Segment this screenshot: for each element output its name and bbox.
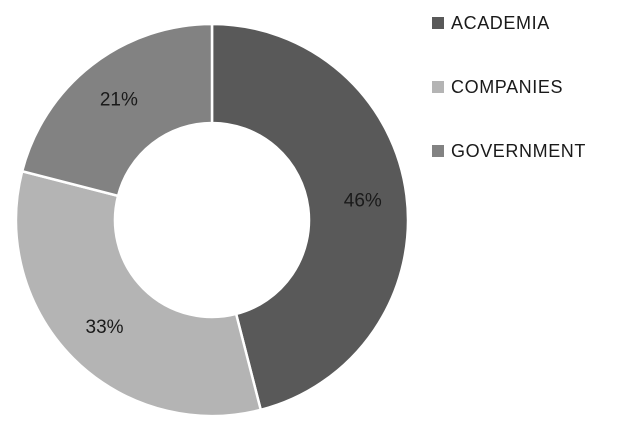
donut-slice-companies — [14, 169, 263, 418]
donut-slice-labels: 46% 33% 21% — [86, 89, 382, 338]
legend-label: ACADEMIA — [451, 12, 550, 33]
slice-label-government: 21% — [100, 89, 138, 110]
legend-label: COMPANIES — [451, 76, 564, 97]
legend-swatch — [432, 145, 444, 157]
legend-swatch — [432, 17, 444, 29]
donut-slice-government — [20, 22, 214, 198]
legend-item-academia: ACADEMIA — [432, 8, 586, 38]
chart-legend: ACADEMIA COMPANIES GOVERNMENT — [432, 8, 586, 200]
slice-label-companies: 33% — [86, 317, 124, 338]
donut-slices — [14, 22, 410, 418]
legend-item-companies: COMPANIES — [432, 72, 586, 102]
legend-swatch — [432, 81, 444, 93]
legend-item-government: GOVERNMENT — [432, 136, 586, 166]
slice-label-academia: 46% — [344, 190, 382, 211]
legend-label: GOVERNMENT — [451, 140, 587, 161]
donut-slice-academia — [210, 22, 410, 412]
